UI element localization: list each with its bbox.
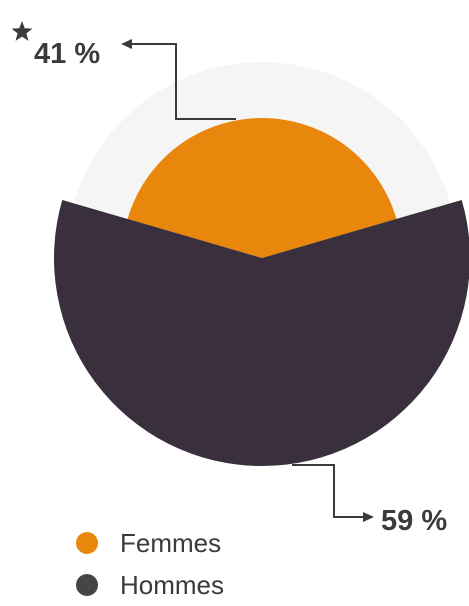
leader-line-hommes — [292, 464, 364, 518]
pie-slice-hommes — [54, 199, 469, 466]
star-icon — [11, 21, 33, 41]
arrowhead-hommes — [363, 512, 374, 522]
leader-line-femmes — [131, 43, 236, 120]
legend-label-hommes: Hommes — [120, 569, 225, 600]
legend-swatch-femmes — [76, 532, 98, 554]
data-label-femmes: 41 % — [34, 38, 100, 70]
arrowhead-femmes — [121, 39, 132, 49]
legend-label-femmes: Femmes — [120, 527, 222, 558]
legend-swatch-hommes — [76, 574, 98, 596]
legend: Femmes Hommes — [76, 522, 336, 606]
data-label-hommes: 59 % — [381, 505, 447, 537]
legend-item-hommes: Hommes — [76, 564, 336, 606]
legend-item-femmes: Femmes — [76, 522, 336, 564]
pie-slice-femmes — [127, 118, 397, 258]
